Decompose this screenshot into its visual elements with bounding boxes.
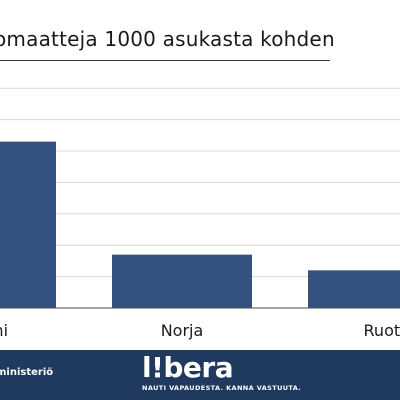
ministry-name: ministeriö xyxy=(0,367,54,378)
bars xyxy=(0,141,400,308)
bar-chart: mi Norja Ruots xyxy=(0,87,400,340)
bar-0 xyxy=(0,141,56,308)
x-tick-label: Norja xyxy=(161,321,204,340)
chart-title: omaatteja 1000 asukasta kohden xyxy=(0,27,335,51)
x-tick-label: mi xyxy=(0,321,8,340)
title-underline xyxy=(0,60,330,61)
logo-tagline: NAUTI VAPAUDESTA. KANNA VASTUUTA. xyxy=(142,384,302,392)
x-tick-label: Ruots xyxy=(364,321,400,340)
libera-logo: l!bera xyxy=(142,351,234,384)
bar-2 xyxy=(308,270,400,308)
x-tick-labels: mi Norja Ruots xyxy=(0,321,400,340)
footer-banner: ministeriö l!bera NAUTI VAPAUDESTA. KANN… xyxy=(0,350,400,400)
bar-1 xyxy=(112,254,252,308)
